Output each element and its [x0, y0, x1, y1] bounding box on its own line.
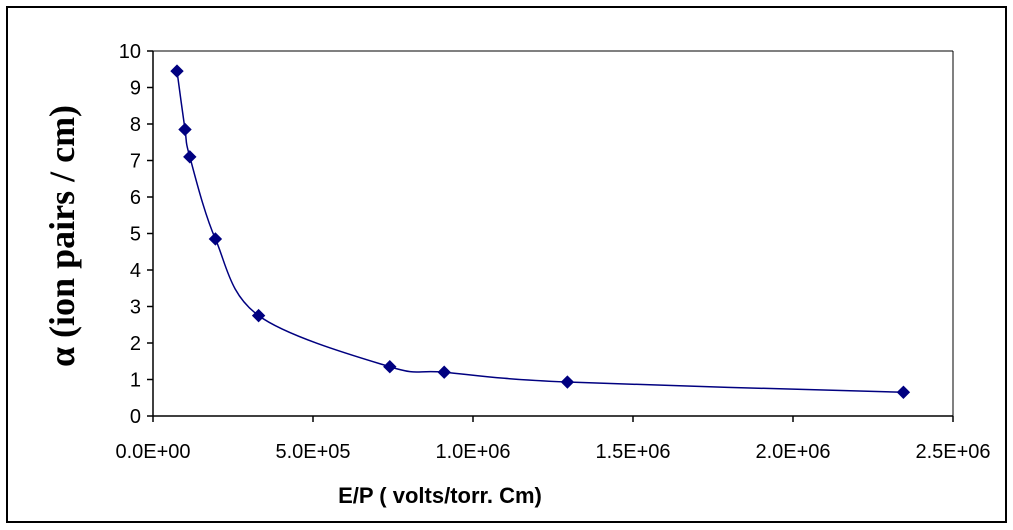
y-tick-label: 1	[130, 370, 141, 392]
series-line	[176, 70, 904, 394]
y-tick-label: 10	[119, 41, 141, 63]
y-tick-label: 5	[130, 224, 141, 246]
y-tick-label: 9	[130, 78, 141, 100]
data-point-marker	[560, 375, 575, 389]
axes	[152, 50, 954, 417]
y-tick-label: 8	[130, 114, 141, 136]
x-tick-label: 1.0E+06	[435, 441, 510, 463]
series-layer	[170, 64, 911, 399]
y-axis-label: α (ion pairs / cm)	[42, 105, 82, 367]
data-point-marker	[383, 360, 397, 374]
y-tick-label: 7	[130, 151, 141, 173]
x-tick-label: 5.0E+05	[275, 441, 350, 463]
data-point-marker	[896, 385, 911, 399]
data-point-marker	[251, 308, 266, 323]
y-tick-label: 3	[130, 297, 141, 319]
chart-frame	[6, 6, 1007, 523]
data-point-marker	[208, 232, 223, 246]
x-axis-label: E/P ( volts/torr. Cm)	[338, 483, 542, 508]
y-tick-label: 0	[130, 406, 141, 428]
data-point-marker	[170, 64, 184, 78]
y-tick-label: 2	[130, 333, 141, 355]
x-tick-label: 2.0E+06	[755, 441, 830, 463]
x-ticks: 0.0E+00 5.0E+05 1.0E+06 1.5E+06 2.0E+06 2.5E+…	[115, 416, 991, 463]
data-point-marker	[183, 150, 197, 164]
data-point-marker	[178, 122, 192, 137]
x-tick-label: 0.0E+00	[115, 441, 190, 463]
y-tick-label: 6	[130, 187, 141, 209]
x-tick-label: 2.5E+06	[915, 441, 990, 463]
data-point-marker	[437, 365, 451, 379]
y-tick-label: 4	[130, 260, 141, 282]
x-tick-label: 1.5E+06	[595, 441, 670, 463]
y-ticks: 0 1 2 3 4 5 6 7 8 9 10	[119, 41, 153, 428]
